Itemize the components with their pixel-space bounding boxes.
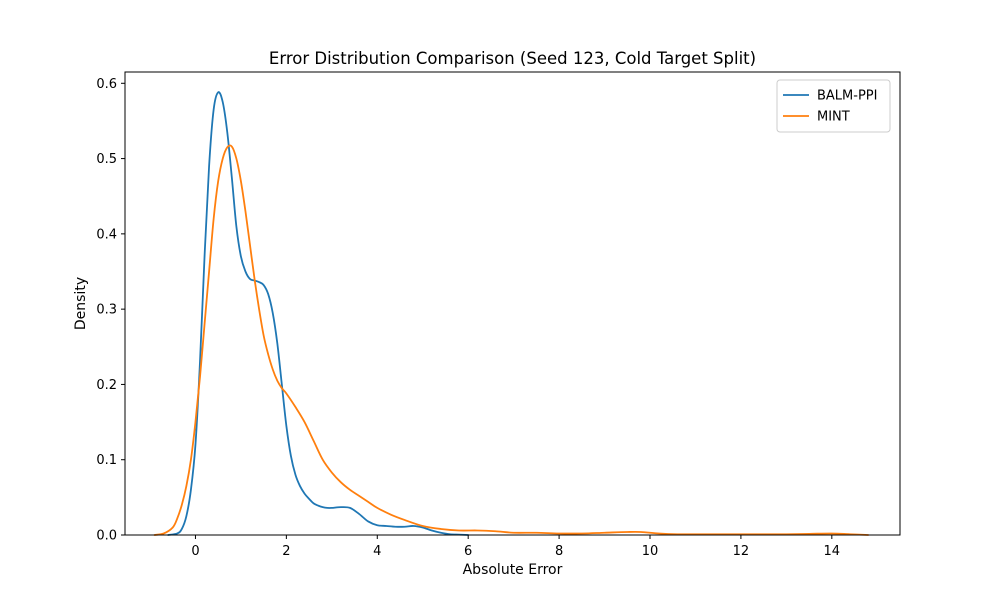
legend-box bbox=[776, 79, 891, 133]
y-tick-label: 0.5 bbox=[96, 152, 117, 167]
x-axis-title: Absolute Error bbox=[463, 562, 563, 578]
y-tick-label: 0.2 bbox=[96, 378, 117, 393]
x-tick-label: 8 bbox=[555, 544, 563, 559]
x-tick-label: 12 bbox=[733, 544, 750, 559]
legend-label-balm-ppi: BALM-PPI bbox=[817, 89, 877, 104]
plot-background bbox=[125, 72, 900, 535]
y-tick-label: 0.4 bbox=[96, 227, 117, 242]
y-tick-label: 0.0 bbox=[96, 529, 117, 544]
x-tick-label: 0 bbox=[191, 544, 199, 559]
x-axis: 0 2 4 6 8 10 12 14 bbox=[191, 535, 840, 559]
y-axis-title: Density bbox=[73, 277, 89, 330]
legend: BALM-PPI MINT bbox=[776, 79, 891, 133]
plot-frame bbox=[124, 71, 901, 536]
y-tick-label: 0.3 bbox=[96, 303, 117, 318]
x-tick-label: 4 bbox=[373, 544, 381, 559]
x-tick-label: 14 bbox=[824, 544, 841, 559]
x-tick-label: 6 bbox=[464, 544, 472, 559]
y-tick-label: 0.6 bbox=[96, 77, 117, 92]
series-line-balm-ppi bbox=[167, 91, 470, 536]
x-tick-label: 2 bbox=[282, 544, 290, 559]
legend-label-mint: MINT bbox=[817, 110, 850, 125]
y-axis: 0.0 0.1 0.2 0.3 0.4 0.5 0.6 bbox=[96, 77, 125, 544]
chart-title: Error Distribution Comparison (Seed 123,… bbox=[269, 49, 756, 68]
y-tick-label: 0.1 bbox=[96, 453, 117, 468]
series-layer bbox=[153, 91, 870, 536]
series-line-mint bbox=[153, 144, 870, 536]
plot-area bbox=[124, 71, 901, 536]
x-tick-label: 10 bbox=[642, 544, 659, 559]
